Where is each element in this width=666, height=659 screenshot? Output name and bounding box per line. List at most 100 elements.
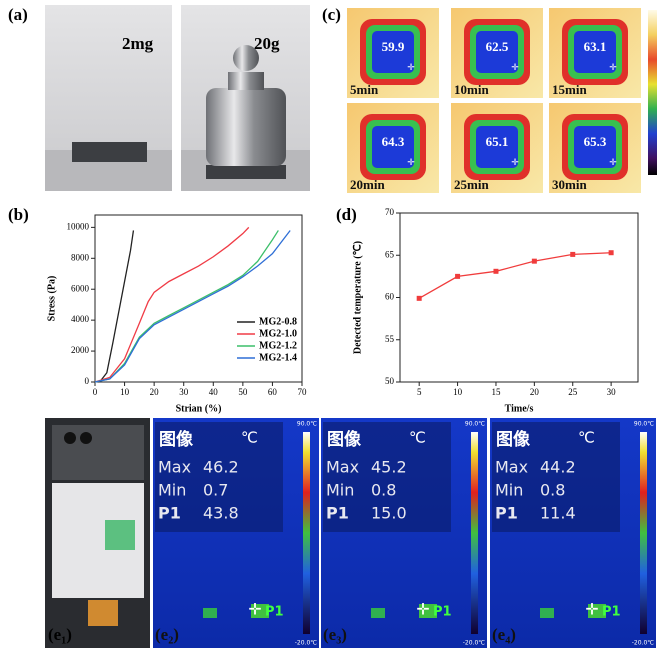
screen-title: 图像 — [327, 430, 362, 450]
cool-core — [476, 126, 518, 168]
camera — [80, 432, 92, 444]
tile-value: 64.3 — [382, 134, 405, 149]
legend-label: MG2-1.2 — [259, 340, 297, 351]
blob — [203, 608, 217, 618]
reading-name: P1 — [495, 504, 518, 523]
panel-label: (d) — [336, 205, 357, 224]
scale-min: -20.0℃ — [632, 640, 655, 647]
legend-label: MG2-1.4 — [259, 352, 297, 363]
reading-name: P1 — [326, 504, 349, 523]
tile-time: 5min — [350, 82, 379, 97]
tile-value: 65.3 — [584, 134, 607, 149]
x-tick-label: 5 — [417, 387, 422, 397]
cool-core — [372, 126, 414, 168]
tile-value: 59.9 — [382, 39, 405, 54]
battery-sticker — [105, 520, 135, 550]
blob — [371, 608, 385, 618]
y-tick-label: 50 — [385, 376, 395, 386]
tile-cursor: ✛ — [609, 62, 617, 72]
tile-cursor: ✛ — [407, 157, 415, 167]
point-marker — [608, 250, 614, 256]
screen-title: 图像 — [496, 430, 531, 450]
x-tick-label: 40 — [209, 387, 219, 397]
reading-name: Min — [495, 481, 523, 500]
series-line — [94, 230, 279, 383]
screen-unit: ℃ — [409, 429, 426, 447]
tile-time: 30min — [552, 177, 587, 192]
screen-title: 图像 — [159, 430, 194, 450]
reading-value: 0.7 — [203, 481, 228, 500]
tile-time: 20min — [350, 177, 385, 192]
photo-label: 2mg — [122, 34, 154, 53]
reading-name: Max — [158, 458, 191, 477]
x-tick-label: 30 — [179, 387, 189, 397]
tile-cursor: ✛ — [511, 157, 519, 167]
y-axis-label: Detected temperature (℃) — [352, 241, 363, 354]
panel-label: (e₄) — [492, 625, 516, 644]
tile-time: 25min — [454, 177, 489, 192]
y-tick-label: 70 — [385, 207, 395, 217]
scale-bar — [471, 432, 478, 634]
info-box — [323, 422, 451, 532]
cool-core — [372, 31, 414, 73]
legend-label: MG2-0.8 — [259, 316, 297, 327]
marker-label: P1 — [433, 605, 452, 620]
plot-frame — [399, 212, 639, 383]
y-tick-label: 8000 — [71, 252, 90, 262]
y-tick-label: 4000 — [71, 314, 90, 324]
scale-min: -20.0℃ — [463, 640, 486, 647]
reading-value: 43.8 — [203, 504, 239, 523]
tile-time: 15min — [552, 82, 587, 97]
marker-label: P1 — [602, 605, 621, 620]
y-tick-label: 6000 — [71, 283, 90, 293]
x-axis-label: Time/s — [505, 403, 534, 414]
weight-neck — [228, 72, 264, 90]
panel-label: (b) — [8, 205, 29, 224]
tile-value: 62.5 — [486, 39, 509, 54]
series-line — [94, 230, 291, 383]
tile-value: 65.1 — [486, 134, 509, 149]
phone-board — [52, 425, 144, 480]
reading-value: 44.2 — [540, 458, 576, 477]
reading-value: 11.4 — [540, 504, 576, 523]
tile-cursor: ✛ — [511, 62, 519, 72]
x-tick-label: 10 — [453, 387, 463, 397]
reading-value: 0.8 — [371, 481, 396, 500]
x-tick-label: 60 — [268, 387, 278, 397]
y-tick-label: 60 — [385, 292, 395, 302]
reading-name: Min — [158, 481, 186, 500]
panel-label: (a) — [8, 5, 28, 24]
tile-value: 63.1 — [584, 39, 607, 54]
panel-label: (e₂) — [155, 625, 179, 644]
marker-label: P1 — [265, 605, 284, 620]
panel-label: (c) — [322, 5, 341, 24]
reading-value: 15.0 — [371, 504, 407, 523]
scale-max: 90.0℃ — [297, 421, 317, 428]
cool-core — [476, 31, 518, 73]
sample-block — [206, 165, 286, 179]
info-box — [155, 422, 283, 532]
x-tick-label: 20 — [150, 387, 160, 397]
reading-name: Max — [326, 458, 359, 477]
flex-cable — [88, 600, 118, 626]
reading-value: 46.2 — [203, 458, 239, 477]
x-tick-label: 30 — [607, 387, 617, 397]
blob — [540, 608, 554, 618]
panel-label: (e₃) — [323, 625, 347, 644]
info-box — [492, 422, 620, 532]
photo-label: 20g — [254, 34, 280, 53]
reading-name: Max — [495, 458, 528, 477]
x-tick-label: 15 — [491, 387, 501, 397]
scale-bar — [303, 432, 310, 634]
x-tick-label: 0 — [93, 387, 98, 397]
reading-name: Min — [326, 481, 354, 500]
point-marker — [531, 258, 537, 264]
weight — [206, 88, 286, 166]
reading-value: 45.2 — [371, 458, 407, 477]
y-axis-label: Stress (Pa) — [46, 276, 57, 322]
y-tick-label: 55 — [385, 334, 395, 344]
y-tick-label: 65 — [385, 249, 395, 259]
x-tick-label: 70 — [298, 387, 308, 397]
cool-core — [574, 126, 616, 168]
cursor: ✛ — [585, 600, 598, 619]
